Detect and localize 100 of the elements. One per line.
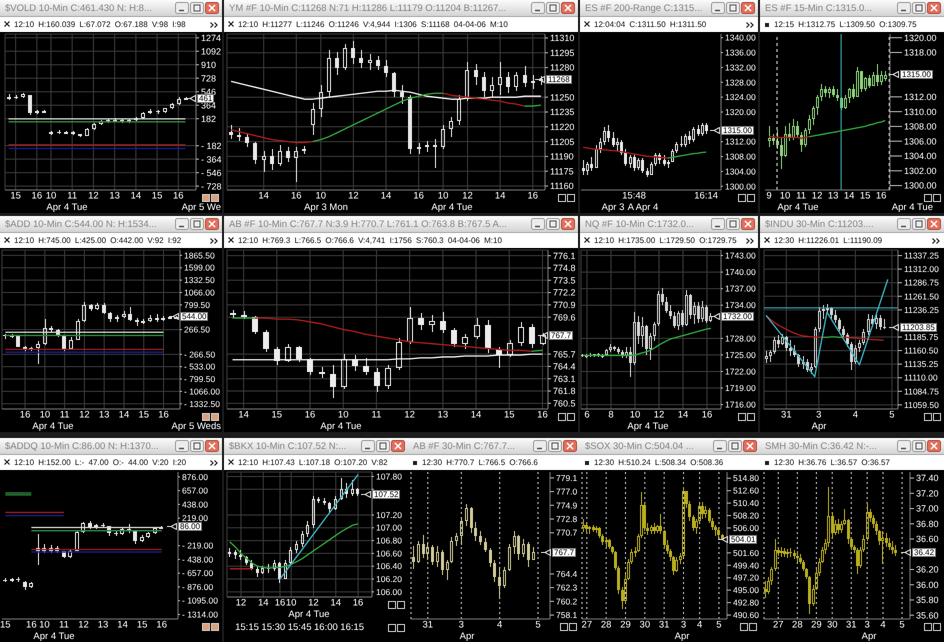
chart-subtitle: 12:10 H:1735.00 L:1729.50 O:1729.75 [594,236,737,246]
text: 107.52 [372,490,400,499]
y-tick-label: 774.8 [553,263,576,274]
y-tick-label: 11286.75 [904,278,940,288]
y-tick-label: 1865.50 [184,250,215,260]
x-tick-label: 14 [844,190,854,202]
y-tick-label: 11175 [550,166,574,176]
y-tick-label: 779.1 [556,472,578,483]
y-tick-label: 11160 [550,181,574,192]
y-tick-label: 36.20 [916,564,939,575]
x-tick-label: 11 [796,190,806,202]
x-tick-label: 15 [152,190,162,202]
x-tick-label: 16 [20,410,30,421]
y-tick-label: 773.5 [553,275,576,286]
x-tick-label: 29 [620,620,631,631]
chart-title: $INDU 30-Min C:11203.... [765,219,874,230]
y-tick-label: 106.40 [376,561,402,572]
x-tick-label: 5 [535,620,541,631]
y-tick-label: 777.0 [556,486,578,497]
y-tick-label: 1332.00 [725,62,756,72]
y-tick-label: 11312.00 [904,264,940,274]
y-tick-label: 11261.50 [904,291,940,302]
y-tick-label: 499.40 [733,560,760,570]
x-tick-label: 10 [315,190,326,202]
x-tick-label: 10 [46,190,56,202]
chart-subtitle: 12:10 H:107.43 L:107.18 O:107.20 V:82 [238,458,388,468]
y-tick-label: - 1332.50 [184,398,220,409]
text: 36.42 [912,548,936,558]
y-tick-label: 876.00 [182,472,208,482]
x-tick-label: 12 [812,190,822,202]
y-tick-label: 770.9 [553,300,576,310]
y-tick-label: 765.7 [553,349,576,360]
y-tick-label: 107.80 [376,471,402,482]
y-tick-label: 1092 [201,46,222,56]
x-tick-label: 27 [582,620,592,631]
x-tick-label: 14 [470,410,482,421]
chart-subtitle: 12:10 H:745.00 L:425.00 O:442.00 V:92 I:92 [14,236,182,246]
x-tick-label: 15 [138,410,150,421]
x-tick-label: 15 [504,410,515,421]
y-tick-label: 1312.00 [725,136,756,147]
y-tick-label: 107.20 [376,510,402,520]
chart-subtitle: 12:10 H:769.3 L:766.5 O:766.6 V:4,741 I:1756 S:760.3 04-04-06 M:10 [238,236,502,246]
y-tick-label: 490.60 [733,610,760,620]
x-tick-label: 3 [816,410,822,421]
y-tick-label: 1300.00 [904,180,937,191]
y-tick-label: - 438.00 [182,554,214,564]
x-tick-label: 16 [876,190,886,202]
text: 767.7 [552,548,576,557]
y-tick-label: 1722.00 [725,366,756,376]
x-axis-title: Apr [812,420,826,432]
y-tick-label: 763.1 [553,374,576,384]
x-tick-label: 13 [98,620,108,631]
x-tick-label: 5 [716,620,722,631]
y-tick-label: - 1095.00 [182,596,218,606]
chart-subtitle: 12:10 H:160.039 L:67.072 O:67.188 V:98 I:98 [14,20,186,30]
y-tick-label: 497.20 [733,572,760,583]
y-tick-label: 1302.00 [904,166,937,176]
y-tick-label: 495.00 [733,585,760,596]
text: 15:15 [235,622,259,633]
x-tick-label: 13 [438,410,448,421]
y-tick-label: 11185.75 [904,332,938,342]
y-tick-label: - 1314.00 [182,609,218,620]
y-tick-label: 11280 [550,62,574,73]
y-tick-label: - 533.00 [184,362,216,372]
x-tick-label: 13 [828,190,838,202]
y-tick-label: 37.40 [916,473,939,484]
y-tick-label: 438.00 [182,499,208,510]
x-tick-label: 14 [130,190,142,202]
chart-subtitle: 12:10 H:152.00 L:- 47.00 O:- 44.00 V:20 I:20 [14,458,186,468]
y-tick-label: 1328.00 [725,77,756,88]
text: 767.7 [549,330,574,340]
x-tick-label: 14 [380,190,392,202]
y-tick-label: 106.60 [376,548,402,558]
y-tick-label: 36.80 [916,518,939,529]
text: Apr 4 Tue [892,202,933,212]
y-tick-label: 11110.00 [904,372,938,383]
x-tick-label: 16:14 [694,190,718,202]
chart-title: AB #F 30-Min C:767.7... [413,441,515,452]
x-tick-label: 12 [462,190,473,202]
y-tick-label: 11236.25 [904,304,940,315]
x-tick-label: 10 [286,598,296,609]
y-tick-label: 1336.00 [725,48,756,58]
x-tick-label: 15:48 [622,190,646,202]
x-tick-label: 14 [258,190,269,202]
y-tick-label: 1300.00 [725,181,756,192]
y-tick-label: - 728 [201,181,222,192]
y-tick-label: 760.5 [553,398,576,408]
y-tick-label: 1066.00 [184,287,215,298]
text: Apr 4 Tue [431,202,473,212]
y-tick-label: 219.00 [182,513,208,524]
chart-title: AB #F 10-Min C:767.7 N:3.9 H:770.7 L:761.1 O:763.8 B:767.5 A... [229,219,507,230]
chart-subtitle: 12:30 H:11226.01 L:11190.09 [774,236,882,246]
text: 15:30 [261,622,286,633]
x-axis-title: Apr [460,630,474,642]
x-tick-label: 29 [811,620,822,631]
y-tick-label: 11059.50 [904,400,940,410]
x-tick-label: 4 [880,620,886,631]
x-tick-label: 12 [236,598,246,609]
y-tick-label: 1728.00 [725,333,756,344]
chart-title: YM #F 10-Min C:11268 N:71 H:11286 L:11179 O:11204 B:11267... [229,3,506,14]
